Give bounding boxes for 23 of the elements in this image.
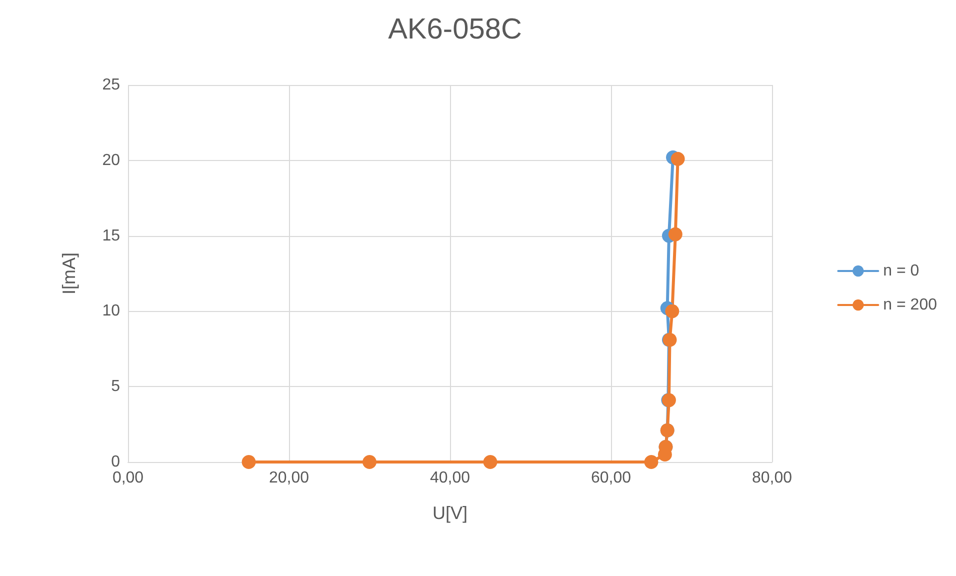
x-tick-label: 60,00 — [590, 470, 632, 486]
point — [665, 304, 680, 318]
x-tick-label: 40,00 — [430, 470, 470, 486]
chart-title: AK6-058C — [388, 14, 522, 46]
point — [362, 455, 376, 469]
y-tick-label: 10 — [102, 302, 120, 320]
x-axis-title: U[V] — [432, 503, 468, 523]
point — [242, 455, 256, 469]
point — [483, 455, 498, 469]
y-tick-label: 15 — [102, 227, 120, 244]
y-tick-label: 20 — [102, 152, 120, 169]
y-tick-label: 25 — [102, 76, 120, 94]
legend-label: n = 0 — [883, 262, 920, 280]
point — [670, 152, 685, 166]
y-axis-title: I[mA] — [59, 252, 79, 295]
x-tick-label: 20,00 — [268, 470, 310, 486]
x-tick-label: 0,00 — [112, 470, 144, 486]
point — [668, 227, 682, 242]
x-tick-label: 80,00 — [752, 470, 792, 486]
legend-label: n = 200 — [883, 296, 938, 314]
point — [644, 455, 658, 469]
y-tick-label: 0 — [111, 454, 120, 470]
y-tick-label: 5 — [111, 378, 120, 396]
